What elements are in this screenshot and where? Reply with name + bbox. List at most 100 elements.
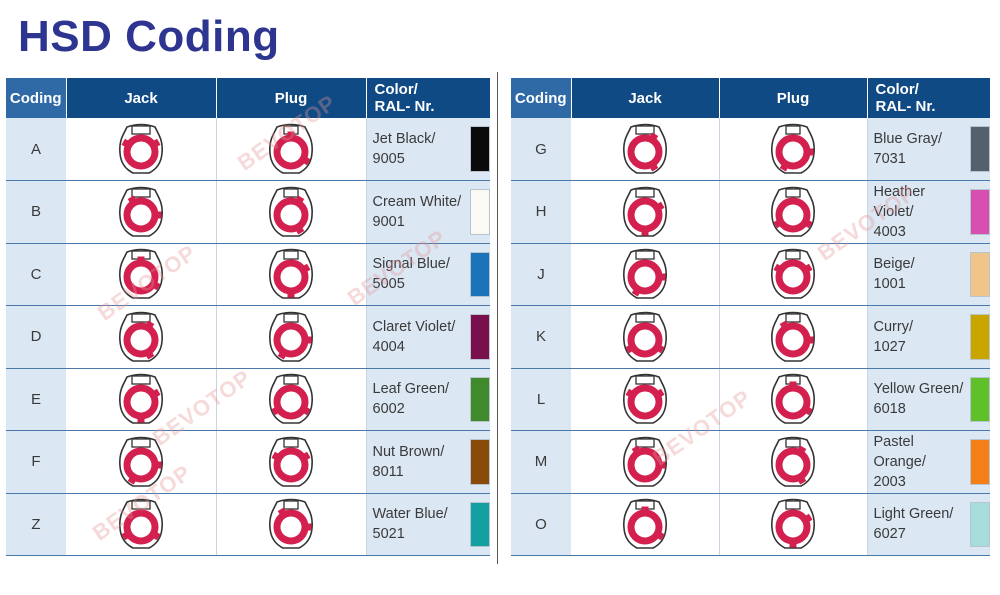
page-title: HSD Coding [18, 12, 280, 61]
plug-connector-icon [719, 493, 868, 556]
ral-number: 6018 [873, 401, 906, 418]
color-name: Blue Gray/ [873, 131, 943, 147]
header-plug: Plug [719, 78, 868, 118]
header-row: Coding Jack Plug Color/RAL- Nr. [511, 78, 990, 118]
color-ral-cell: Curry/1027 [867, 305, 990, 369]
plug-connector-icon [216, 180, 367, 244]
color-ral-cell: Yellow Green/6018 [867, 368, 990, 431]
coding-row-l: L Yellow Green/6018 [511, 368, 990, 431]
ral-number: 6027 [873, 526, 906, 543]
coding-letter: H [511, 180, 571, 244]
ral-number: 4003 [873, 223, 906, 240]
header-color: Color/RAL- Nr. [366, 78, 490, 118]
color-ral-cell: Leaf Green/6002 [366, 368, 490, 431]
jack-connector-icon [571, 180, 720, 244]
color-swatch [970, 376, 990, 422]
plug-connector-icon [216, 430, 367, 494]
jack-connector-icon [66, 305, 217, 369]
color-ral-cell: Cream White/9001 [366, 180, 490, 244]
jack-connector-icon [571, 118, 720, 181]
color-swatch [970, 126, 990, 172]
coding-letter: B [6, 180, 66, 244]
header-color: Color/RAL- Nr. [867, 78, 990, 118]
color-ral-cell: Signal Blue/5005 [366, 243, 490, 306]
coding-rows-right: G Blue Gray/7031 H Heather Violet/4003 J Beig… [511, 118, 990, 556]
coding-row-j: J Beige/1001 [511, 243, 990, 306]
jack-connector-icon [66, 430, 217, 494]
color-name: Pastel Orange/ [873, 433, 926, 470]
color-swatch [970, 314, 990, 360]
coding-row-e: E Leaf Green/6002 [6, 368, 490, 431]
color-swatch [470, 189, 490, 235]
plug-connector-icon [216, 243, 367, 306]
coding-row-d: D Claret Violet/4004 [6, 305, 490, 369]
color-swatch [470, 126, 490, 172]
jack-connector-icon [66, 368, 217, 431]
color-ral-cell: Beige/1001 [867, 243, 990, 306]
jack-connector-icon [66, 493, 217, 556]
plug-connector-icon [216, 305, 367, 369]
coding-row-h: H Heather Violet/4003 [511, 180, 990, 244]
color-swatch [970, 439, 990, 485]
coding-letter: L [511, 368, 571, 431]
color-ral-cell: Jet Black/9005 [366, 118, 490, 181]
color-name: Leaf Green/ [372, 381, 450, 398]
jack-connector-icon [66, 243, 217, 306]
coding-row-m: M Pastel Orange/2003 [511, 430, 990, 494]
header-plug: Plug [216, 78, 367, 118]
plug-connector-icon [216, 118, 367, 181]
coding-letter: J [511, 243, 571, 306]
header-jack: Jack [571, 78, 720, 118]
coding-row-b: B Cream White/9001 [6, 180, 490, 244]
table-divider [497, 72, 498, 564]
color-swatch [470, 376, 490, 422]
header-jack: Jack [66, 78, 217, 118]
coding-row-o: O Light Green/6027 [511, 493, 990, 556]
coding-row-c: C Signal Blue/5005 [6, 243, 490, 306]
color-swatch [470, 501, 490, 547]
color-name: Light Green/ [873, 506, 954, 523]
color-ral-cell: Pastel Orange/2003 [867, 430, 990, 494]
header-coding: Coding [6, 78, 67, 118]
header-coding: Coding [511, 78, 572, 118]
ral-number: 6002 [372, 401, 405, 418]
color-name: Beige/ [873, 256, 915, 273]
plug-connector-icon [719, 118, 868, 181]
jack-connector-icon [571, 493, 720, 556]
color-name: Cream White/ [372, 193, 462, 210]
color-name: Curry/ [873, 318, 913, 335]
coding-letter: D [6, 305, 66, 369]
coding-letter: Z [6, 493, 66, 556]
color-swatch [970, 501, 990, 547]
coding-letter: F [6, 430, 66, 494]
coding-row-k: K Curry/1027 [511, 305, 990, 369]
jack-connector-icon [66, 118, 217, 181]
ral-number: 1027 [873, 338, 906, 355]
color-swatch [970, 251, 990, 297]
coding-letter: K [511, 305, 571, 369]
plug-connector-icon [719, 430, 868, 494]
plug-connector-icon [719, 180, 868, 244]
ral-number: 9001 [372, 213, 405, 230]
plug-connector-icon [216, 368, 367, 431]
color-name: Yellow Green/ [873, 381, 964, 398]
color-ral-cell: Heather Violet/4003 [867, 180, 990, 244]
ral-number: 4004 [372, 338, 405, 355]
coding-row-a: A Jet Black/9005 [6, 118, 490, 181]
color-name: Signal Blue/ [372, 256, 450, 273]
color-ral-cell: Blue Gray/7031 [867, 118, 990, 181]
coding-letter: G [511, 118, 571, 181]
color-ral-cell: Claret Violet/4004 [366, 305, 490, 369]
color-swatch [470, 251, 490, 297]
color-swatch [970, 189, 990, 235]
plug-connector-icon [719, 243, 868, 306]
jack-connector-icon [571, 305, 720, 369]
coding-table-left: Coding Jack Plug Color/RAL- Nr. A Jet Bla… [6, 78, 490, 556]
plug-connector-icon [216, 493, 367, 556]
ral-number: 1001 [873, 276, 906, 293]
color-swatch [470, 439, 490, 485]
color-name: Claret Violet/ [372, 318, 456, 335]
color-name: Nut Brown/ [372, 443, 445, 460]
coding-letter: M [511, 430, 571, 494]
header-row: Coding Jack Plug Color/RAL- Nr. [6, 78, 490, 118]
